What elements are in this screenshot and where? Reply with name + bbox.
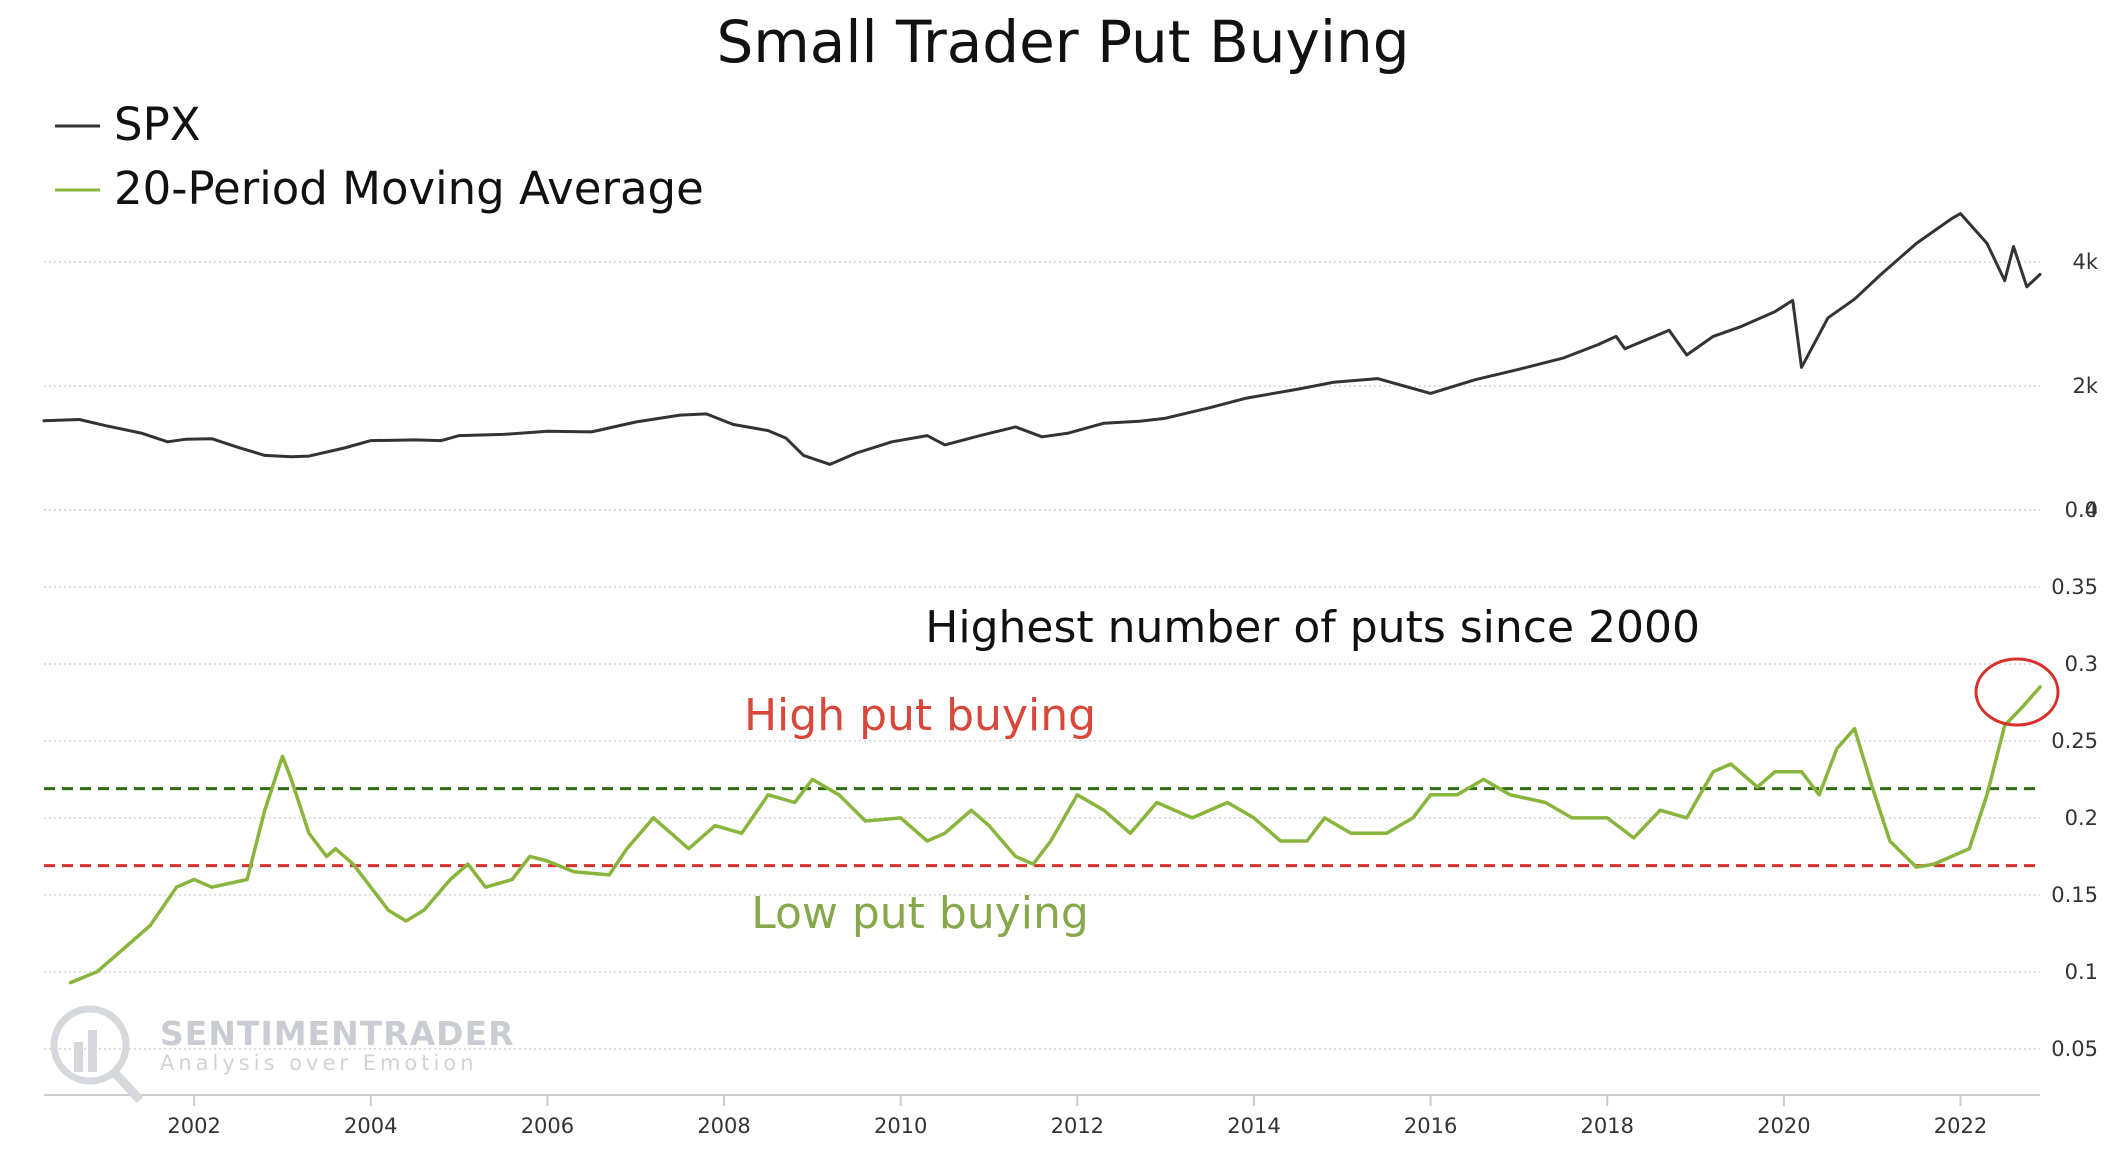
watermark-handle-icon [110,1068,144,1104]
y-tick-label: 0.1 [2065,960,2098,984]
x-tick-label: 2002 [167,1114,220,1138]
watermark-name: SENTIMENTRADER [160,1014,515,1053]
annotation-low-put-buying: Low put buying [751,888,1089,939]
x-tick-label: 2006 [521,1114,574,1138]
x-tick-label: 2016 [1404,1114,1457,1138]
annotations: Highest number of puts since 2000 High p… [744,602,2060,939]
legend-label-moving-average[interactable]: 20-Period Moving Average [114,162,704,215]
y-tick-label: 0.4 [2065,498,2098,522]
reference-lines [44,787,2040,868]
annotation-highlight-circle [1974,657,2060,727]
y-tick-label: 0.35 [2051,575,2098,599]
x-tick-label: 2008 [697,1114,750,1138]
x-tick-label: 2010 [874,1114,927,1138]
y-tick-label: 2k [2072,374,2098,398]
x-tick-label: 2014 [1227,1114,1280,1138]
watermark-tagline: Analysis over Emotion [160,1051,478,1075]
y-tick-label: 0.3 [2065,652,2098,676]
watermark-magnifier-icon [50,1005,130,1085]
y-tick-label: 0 [2085,498,2098,522]
x-tick-label: 2004 [344,1114,397,1138]
legend: SPX 20-Period Moving Average [55,98,704,215]
x-tick-label: 2020 [1757,1114,1810,1138]
y-tick-label: 4k [2072,250,2098,274]
watermark: SENTIMENTRADER Analysis over Emotion [50,1005,515,1104]
y-tick-label: 0.25 [2051,729,2098,753]
annotation-highest-puts: Highest number of puts since 2000 [925,602,1700,653]
series [42,212,2042,985]
moving-average-series-line [68,685,2042,985]
x-tick-label: 2018 [1581,1114,1634,1138]
watermark-bar-icon [88,1030,97,1072]
x-tick-label: 2012 [1051,1114,1104,1138]
y-tick-label: 0.15 [2051,883,2098,907]
y-tick-label: 0.05 [2051,1037,2098,1061]
chart-title: Small Trader Put Buying [716,8,1409,76]
legend-label-spx[interactable]: SPX [114,98,201,151]
y-tick-label: 0.2 [2065,806,2098,830]
annotation-high-put-buying: High put buying [744,690,1096,741]
spx-series-line [42,212,2042,466]
x-tick-label: 2022 [1934,1114,1987,1138]
watermark-bar-icon [74,1042,83,1072]
axes: 0 2k 4k 0.05 0.1 0.15 0.2 0.25 0.3 0.35 0.4 2002 200… [44,250,2099,1138]
